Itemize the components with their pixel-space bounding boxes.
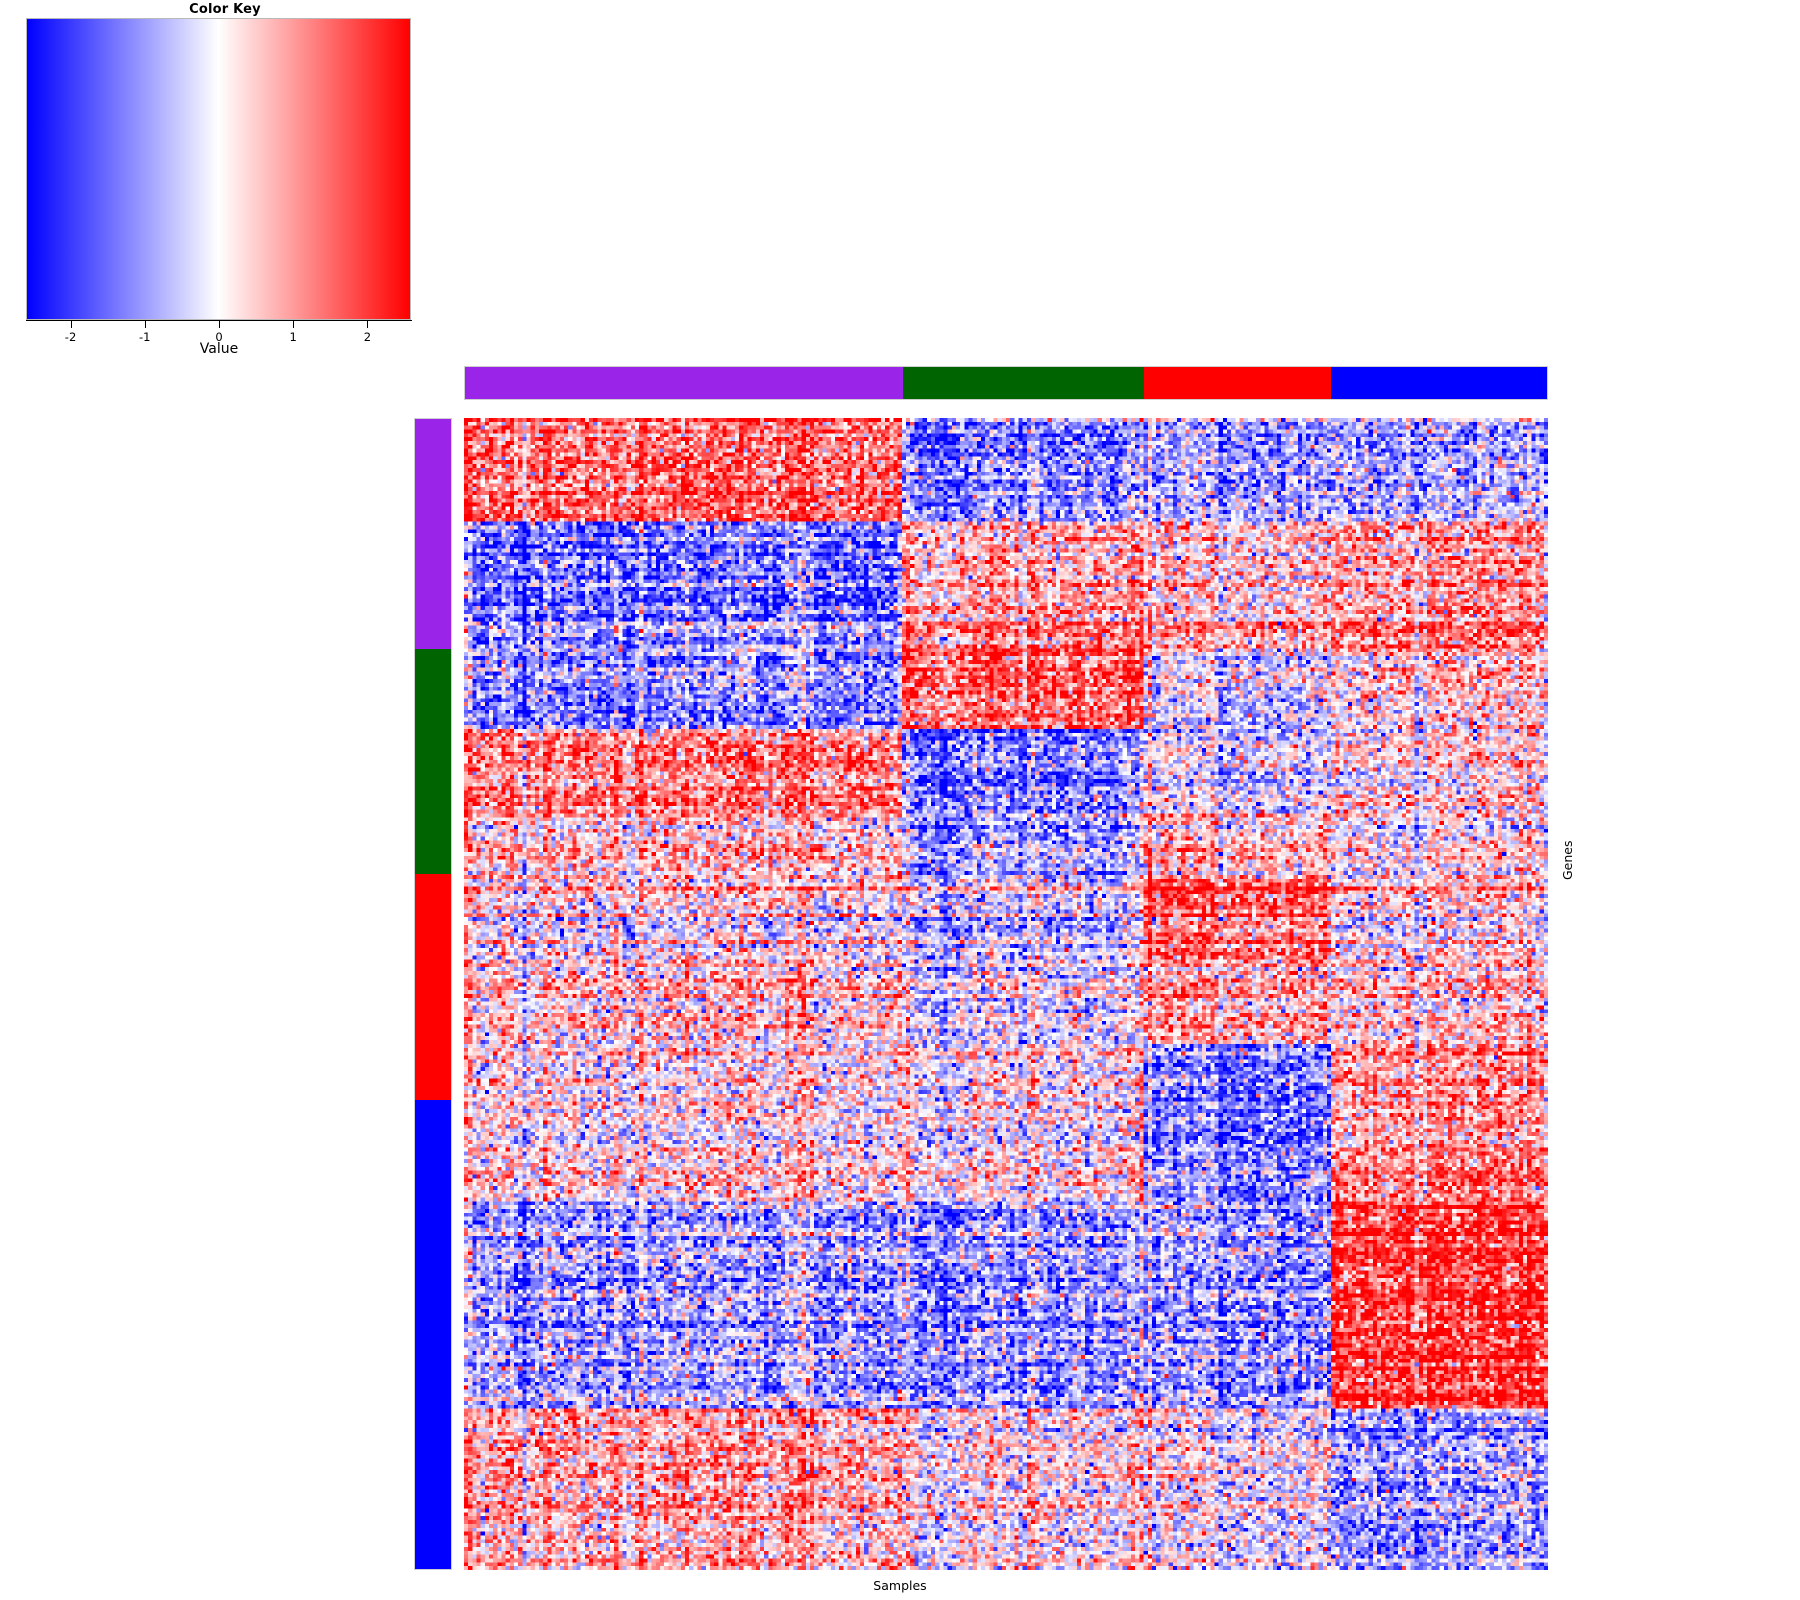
y-axis-label: Genes bbox=[1560, 840, 1575, 880]
annotation-segment-cluster-red bbox=[1144, 367, 1331, 399]
annotation-segment-cluster-red bbox=[415, 874, 451, 1100]
x-axis-label: Samples bbox=[873, 1578, 927, 1593]
color-key-tick bbox=[293, 321, 295, 328]
color-key-tick-label: 1 bbox=[289, 330, 297, 344]
color-key-axis-line bbox=[26, 320, 412, 321]
row-annotation-bar bbox=[414, 418, 452, 1570]
color-key-tick-label: 0 bbox=[215, 330, 223, 344]
annotation-segment-cluster-green bbox=[903, 367, 1145, 399]
color-key-tick-label: -2 bbox=[64, 330, 77, 344]
color-key-tick bbox=[219, 321, 220, 328]
color-key-tick-label: -1 bbox=[139, 330, 151, 344]
heatmap-canvas bbox=[464, 418, 1548, 1570]
column-annotation-bar bbox=[464, 366, 1548, 400]
annotation-segment-cluster-purple bbox=[415, 419, 451, 649]
annotation-segment-cluster-purple bbox=[465, 367, 904, 399]
annotation-segment-cluster-green bbox=[415, 649, 451, 875]
color-key-tick-label: 2 bbox=[363, 330, 372, 344]
color-key-gradient bbox=[26, 18, 411, 320]
color-key-title: Color Key bbox=[189, 2, 261, 17]
color-key-legend: Color Key -2 -1 0 1 2 Value bbox=[0, 0, 450, 400]
annotation-segment-cluster-blue bbox=[1330, 367, 1547, 399]
heatmap-matrix bbox=[464, 418, 1548, 1570]
heatmap-panel bbox=[412, 366, 1552, 1572]
color-key-axis-label: Value bbox=[199, 341, 239, 357]
color-key-tick bbox=[367, 321, 369, 328]
color-key-tick bbox=[70, 321, 72, 328]
color-key-tick bbox=[144, 321, 146, 328]
color-key-gradient-wrapper bbox=[26, 18, 411, 320]
annotation-segment-cluster-blue bbox=[415, 1099, 451, 1569]
